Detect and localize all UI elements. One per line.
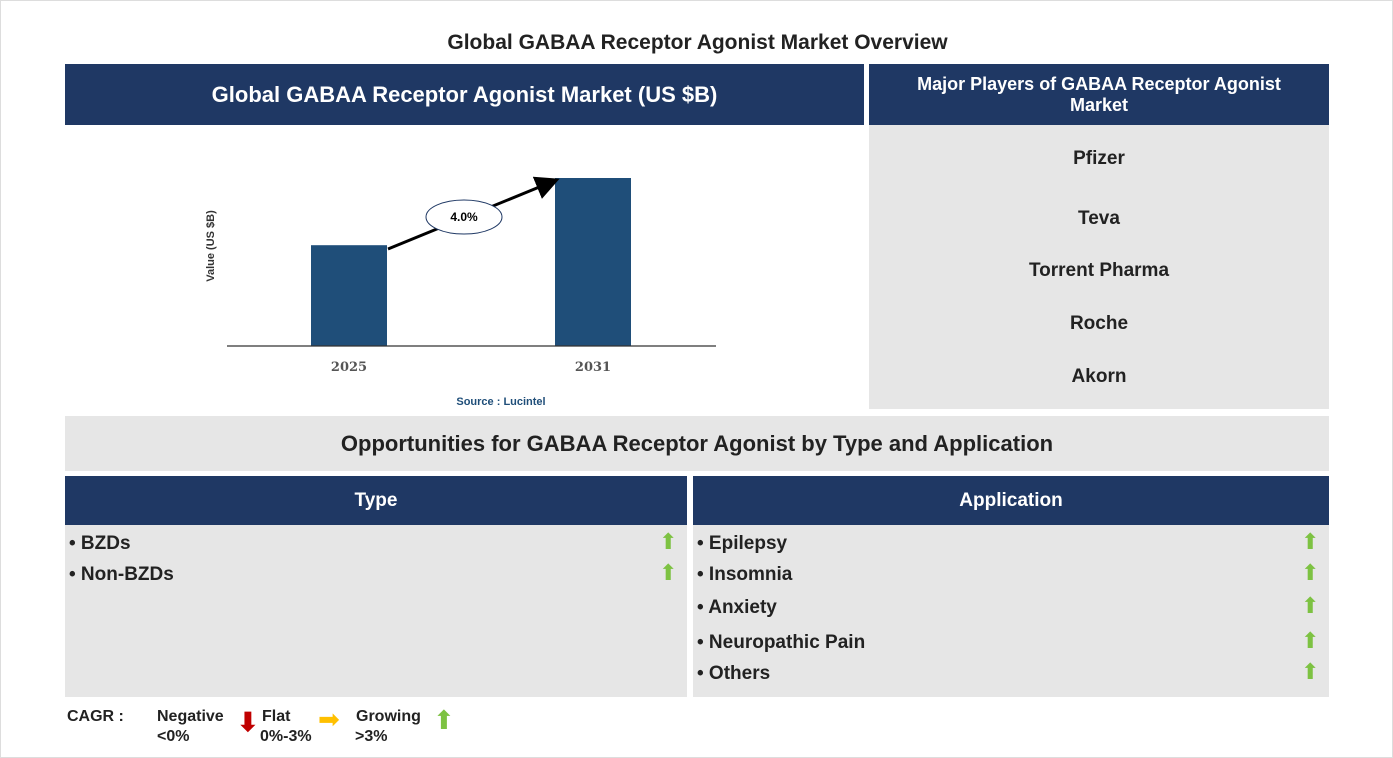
arrow-up-icon: ⬆ xyxy=(1301,659,1320,684)
application-panel xyxy=(693,525,1329,697)
market-header: Global GABAA Receptor Agonist Market (US… xyxy=(65,64,864,125)
bar-2031 xyxy=(555,178,631,346)
arrow-down-icon: ⬇ xyxy=(237,707,259,737)
legend-negative-range: <0% xyxy=(157,728,190,745)
arrow-up-icon: ⬆ xyxy=(1301,529,1320,554)
arrow-up-icon: ⬆ xyxy=(659,560,678,585)
page-title: Global GABAA Receptor Agonist Market Ove… xyxy=(447,31,948,54)
player-item: Teva xyxy=(1078,208,1120,229)
legend-negative: Negative xyxy=(157,708,224,725)
list-item: • Non-BZDs xyxy=(69,564,174,585)
x-tick-label: 2031 xyxy=(575,360,611,375)
list-item: • Epilepsy xyxy=(697,533,788,554)
legend-flat-range: 0%-3% xyxy=(260,728,312,745)
application-header: Application xyxy=(693,476,1329,525)
players-header: Major Players of GABAA Receptor Agonist … xyxy=(869,64,1329,125)
arrow-right-icon: ➡ xyxy=(318,704,340,734)
arrow-up-icon: ⬆ xyxy=(1301,593,1320,618)
player-item: Akorn xyxy=(1071,366,1127,387)
list-item: • Insomnia xyxy=(697,564,793,585)
x-tick-label: 2025 xyxy=(331,360,367,375)
type-header: Type xyxy=(65,476,687,525)
legend-growing-range: >3% xyxy=(355,728,388,745)
players-panel xyxy=(869,125,1329,409)
player-item: Roche xyxy=(1069,313,1129,334)
bar-2025 xyxy=(311,245,387,346)
list-item: • Neuropathic Pain xyxy=(697,632,866,653)
list-item: • BZDs xyxy=(69,533,131,554)
arrow-up-icon: ⬆ xyxy=(433,705,455,735)
legend-cagr: CAGR : xyxy=(67,708,124,725)
list-item: • Others xyxy=(697,663,771,684)
type-panel xyxy=(65,525,687,697)
arrow-up-icon: ⬆ xyxy=(1301,628,1320,653)
player-item: Torrent Pharma xyxy=(1028,260,1170,281)
cagr-bubble xyxy=(425,199,503,235)
opportunities-header: Opportunities for GABAA Receptor Agonist… xyxy=(65,416,1329,471)
legend-growing: Growing xyxy=(356,708,421,725)
y-axis-label: Value (US $B) xyxy=(205,210,217,282)
arrow-up-icon: ⬆ xyxy=(659,529,678,554)
arrow-up-icon: ⬆ xyxy=(1301,560,1320,585)
chart-source: Source : Lucintel xyxy=(456,396,545,408)
player-item: Pfizer xyxy=(1073,148,1125,169)
list-item: • Anxiety xyxy=(697,597,777,618)
bar-chart: Value (US $B) 2025 2031 4.0% Source : Luc… xyxy=(205,176,716,408)
legend-flat: Flat xyxy=(262,708,291,725)
cagr-annotation: 4.0% xyxy=(450,210,478,224)
